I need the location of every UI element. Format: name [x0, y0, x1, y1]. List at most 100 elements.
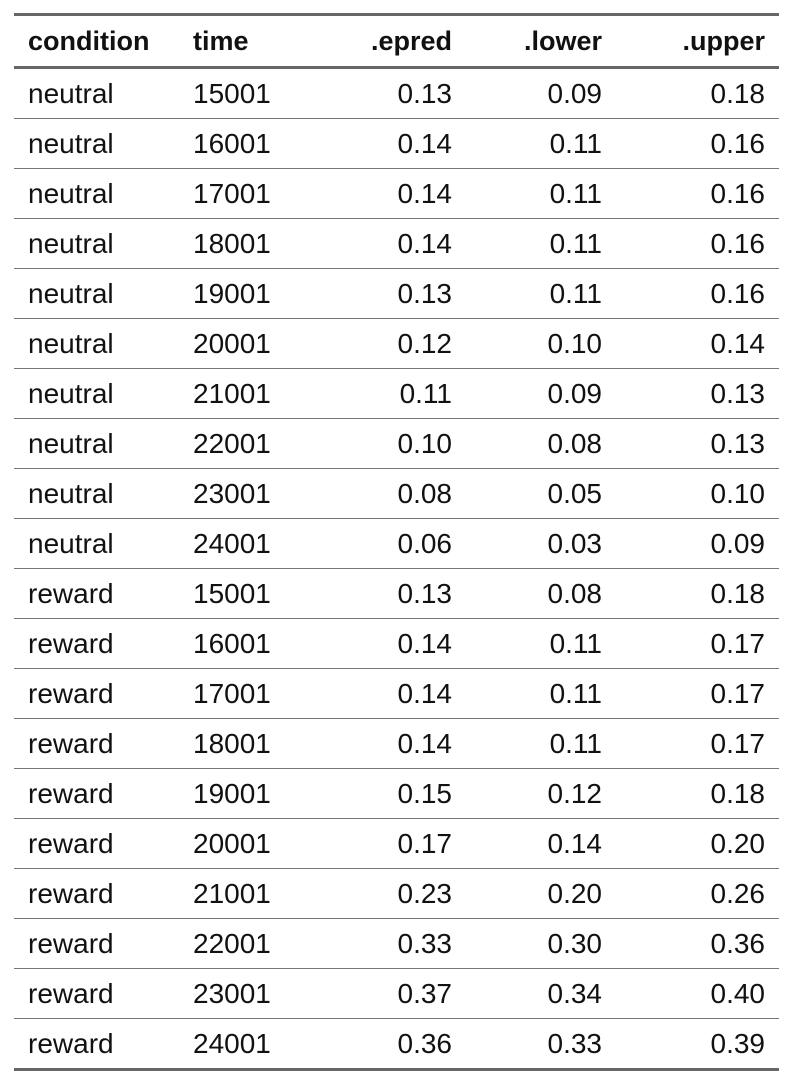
cell-condition: neutral: [14, 268, 179, 319]
cell-condition: neutral: [14, 468, 179, 519]
table-row: neutral 17001 0.14 0.11 0.16: [14, 168, 779, 219]
cell-epred: 0.13: [299, 568, 466, 619]
cell-epred: 0.37: [299, 968, 466, 1019]
cell-upper: 0.18: [616, 568, 779, 619]
cell-upper: 0.18: [616, 768, 779, 819]
cell-condition: neutral: [14, 67, 179, 119]
cell-time: 22001: [179, 918, 299, 969]
table-row: reward 17001 0.14 0.11 0.17: [14, 668, 779, 719]
table-row: neutral 22001 0.10 0.08 0.13: [14, 418, 779, 469]
cell-upper: 0.17: [616, 618, 779, 669]
cell-time: 15001: [179, 568, 299, 619]
cell-upper: 0.17: [616, 668, 779, 719]
cell-condition: neutral: [14, 518, 179, 569]
cell-upper: 0.16: [616, 218, 779, 269]
column-header-upper: .upper: [616, 14, 779, 69]
cell-epred: 0.12: [299, 318, 466, 369]
cell-condition: neutral: [14, 418, 179, 469]
cell-upper: 0.14: [616, 318, 779, 369]
cell-upper: 0.18: [616, 67, 779, 119]
cell-lower: 0.11: [466, 618, 616, 669]
table-row: neutral 21001 0.11 0.09 0.13: [14, 368, 779, 419]
cell-epred: 0.14: [299, 218, 466, 269]
table-row: reward 15001 0.13 0.08 0.18: [14, 568, 779, 619]
column-header-epred: .epred: [299, 14, 466, 69]
cell-epred: 0.15: [299, 768, 466, 819]
results-table-container: condition time .epred .lower .upper neut…: [14, 13, 779, 1071]
table-row: reward 23001 0.37 0.34 0.40: [14, 968, 779, 1019]
cell-time: 16001: [179, 118, 299, 169]
cell-time: 17001: [179, 668, 299, 719]
table-header: condition time .epred .lower .upper: [14, 14, 779, 69]
cell-epred: 0.11: [299, 368, 466, 419]
cell-epred: 0.10: [299, 418, 466, 469]
cell-epred: 0.08: [299, 468, 466, 519]
cell-epred: 0.13: [299, 67, 466, 119]
cell-lower: 0.03: [466, 518, 616, 569]
cell-condition: reward: [14, 868, 179, 919]
table-row: reward 19001 0.15 0.12 0.18: [14, 768, 779, 819]
cell-epred: 0.13: [299, 268, 466, 319]
cell-time: 19001: [179, 268, 299, 319]
table-row: neutral 15001 0.13 0.09 0.18: [14, 67, 779, 119]
cell-time: 18001: [179, 218, 299, 269]
cell-upper: 0.16: [616, 168, 779, 219]
table-row: neutral 18001 0.14 0.11 0.16: [14, 218, 779, 269]
column-header-lower: .lower: [466, 14, 616, 69]
cell-lower: 0.10: [466, 318, 616, 369]
cell-lower: 0.11: [466, 718, 616, 769]
table-row: reward 21001 0.23 0.20 0.26: [14, 868, 779, 919]
cell-condition: reward: [14, 968, 179, 1019]
cell-epred: 0.17: [299, 818, 466, 869]
cell-epred: 0.14: [299, 618, 466, 669]
table-row: reward 22001 0.33 0.30 0.36: [14, 918, 779, 969]
cell-lower: 0.34: [466, 968, 616, 1019]
cell-upper: 0.20: [616, 818, 779, 869]
cell-lower: 0.11: [466, 218, 616, 269]
cell-upper: 0.09: [616, 518, 779, 569]
cell-upper: 0.13: [616, 368, 779, 419]
cell-upper: 0.17: [616, 718, 779, 769]
cell-condition: neutral: [14, 318, 179, 369]
cell-upper: 0.40: [616, 968, 779, 1019]
cell-condition: reward: [14, 618, 179, 669]
cell-time: 18001: [179, 718, 299, 769]
cell-upper: 0.36: [616, 918, 779, 969]
cell-lower: 0.05: [466, 468, 616, 519]
cell-lower: 0.12: [466, 768, 616, 819]
cell-lower: 0.20: [466, 868, 616, 919]
cell-epred: 0.33: [299, 918, 466, 969]
cell-time: 15001: [179, 67, 299, 119]
table-row: neutral 23001 0.08 0.05 0.10: [14, 468, 779, 519]
cell-lower: 0.09: [466, 67, 616, 119]
cell-epred: 0.14: [299, 118, 466, 169]
cell-time: 21001: [179, 868, 299, 919]
cell-lower: 0.30: [466, 918, 616, 969]
cell-epred: 0.14: [299, 168, 466, 219]
table-row: reward 16001 0.14 0.11 0.17: [14, 618, 779, 669]
cell-condition: neutral: [14, 118, 179, 169]
cell-time: 19001: [179, 768, 299, 819]
cell-lower: 0.14: [466, 818, 616, 869]
cell-upper: 0.26: [616, 868, 779, 919]
cell-epred: 0.14: [299, 668, 466, 719]
cell-epred: 0.36: [397, 1027, 453, 1059]
cell-time: 24001: [193, 1027, 271, 1059]
cell-time: 21001: [179, 368, 299, 419]
cell-time: 24001: [179, 518, 299, 569]
cell-lower: 0.08: [466, 568, 616, 619]
cell-time: 23001: [179, 968, 299, 1019]
table-row: neutral 19001 0.13 0.11 0.16: [14, 268, 779, 319]
cell-upper: 0.16: [616, 268, 779, 319]
column-header-time: time: [179, 14, 299, 69]
cell-epred: 0.06: [299, 518, 466, 569]
cell-condition: reward: [14, 818, 179, 869]
cell-condition: neutral: [14, 168, 179, 219]
header-row: condition time .epred .lower .upper: [14, 14, 779, 69]
cell-condition: reward: [14, 768, 179, 819]
cell-condition: reward: [28, 1027, 114, 1059]
table-row: neutral 24001 0.06 0.03 0.09: [14, 518, 779, 569]
cell-upper: 0.39: [710, 1027, 766, 1059]
table-row: neutral 16001 0.14 0.11 0.16: [14, 118, 779, 169]
cell-lower: 0.11: [466, 168, 616, 219]
